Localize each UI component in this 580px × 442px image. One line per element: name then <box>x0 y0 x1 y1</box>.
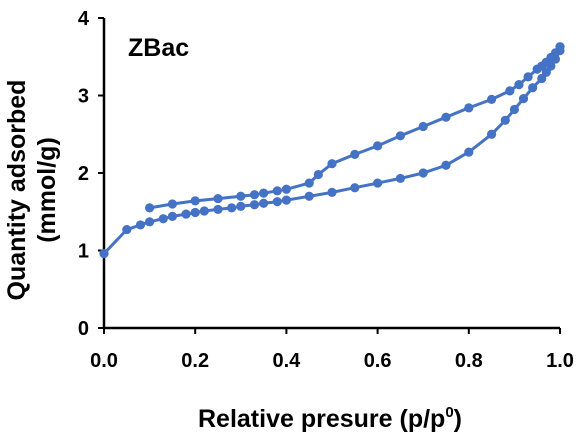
data-point <box>281 184 291 194</box>
data-point <box>395 173 405 184</box>
data-point <box>281 195 291 205</box>
data-point <box>528 83 538 93</box>
y-axis-title: Quantity adsorbed (mmol/g) <box>3 80 61 301</box>
data-point <box>213 193 223 204</box>
data-point <box>500 115 510 125</box>
data-point <box>350 183 360 193</box>
y-axis-title-line2: (mmol/g) <box>33 137 61 243</box>
data-point <box>259 188 269 198</box>
data-point <box>327 187 337 197</box>
x-tick-label: 0.4 <box>272 350 301 372</box>
data-point <box>509 104 519 115</box>
data-point <box>532 64 542 74</box>
x-tick-label: 1.0 <box>546 350 574 372</box>
y-tick-label: 2 <box>78 163 89 185</box>
data-point <box>145 203 155 213</box>
data-point <box>167 199 177 209</box>
data-point <box>487 129 497 139</box>
x-axis-title-text: Relative presure (p/p <box>198 405 445 433</box>
data-point <box>464 103 474 113</box>
x-tick-label: 0.8 <box>455 350 483 372</box>
data-point <box>249 200 260 210</box>
data-point <box>135 220 146 230</box>
data-point <box>227 203 237 213</box>
data-point <box>99 249 109 259</box>
data-point <box>418 121 428 132</box>
data-point <box>304 191 314 201</box>
data-point <box>167 211 177 221</box>
data-point <box>190 196 200 206</box>
data-point <box>350 149 360 159</box>
data-point <box>213 204 223 215</box>
tick-labels: 0 1 2 3 4 0.0 0.2 0.4 0.6 0.8 1.0 <box>78 8 574 372</box>
data-point <box>158 214 168 224</box>
data-point <box>395 131 405 141</box>
x-axis-title-superscript: 0 <box>445 404 453 421</box>
data-point <box>441 160 451 170</box>
series-layer <box>99 42 565 259</box>
data-point <box>304 178 314 188</box>
data-point <box>190 207 200 218</box>
data-point <box>418 168 428 178</box>
data-point <box>236 191 246 201</box>
y-tick-label: 1 <box>78 241 89 263</box>
series-line-1 <box>102 49 562 255</box>
x-tick-label: 0.2 <box>181 350 209 372</box>
y-axis-title-line1: Quantity adsorbed <box>3 80 31 301</box>
data-point <box>122 224 132 235</box>
data-point <box>518 94 529 104</box>
x-tick-label: 0.6 <box>364 350 392 372</box>
data-point <box>249 190 260 200</box>
data-point <box>514 80 524 90</box>
data-point <box>464 147 474 157</box>
data-point <box>487 94 497 104</box>
y-tick-label: 0 <box>78 318 89 340</box>
data-point <box>236 201 246 211</box>
data-point <box>272 197 282 207</box>
data-point <box>313 169 323 180</box>
y-tick-label: 4 <box>78 8 90 30</box>
data-point <box>523 72 533 82</box>
data-point <box>441 112 451 122</box>
data-point <box>145 217 155 227</box>
x-axis-title-close: ) <box>454 405 462 433</box>
data-point <box>373 141 383 151</box>
plot-axes <box>98 17 561 334</box>
data-point <box>373 178 383 188</box>
panel-label: ZBac <box>128 34 189 62</box>
data-point <box>272 186 282 196</box>
data-point <box>199 206 209 216</box>
data-point <box>505 86 515 96</box>
x-tick-label: 0.0 <box>90 350 118 372</box>
x-axis-title: Relative presure (p/p0) <box>198 404 462 433</box>
data-point <box>259 198 269 208</box>
y-tick-label: 3 <box>78 86 89 108</box>
data-point <box>181 209 191 219</box>
data-point <box>327 159 337 169</box>
